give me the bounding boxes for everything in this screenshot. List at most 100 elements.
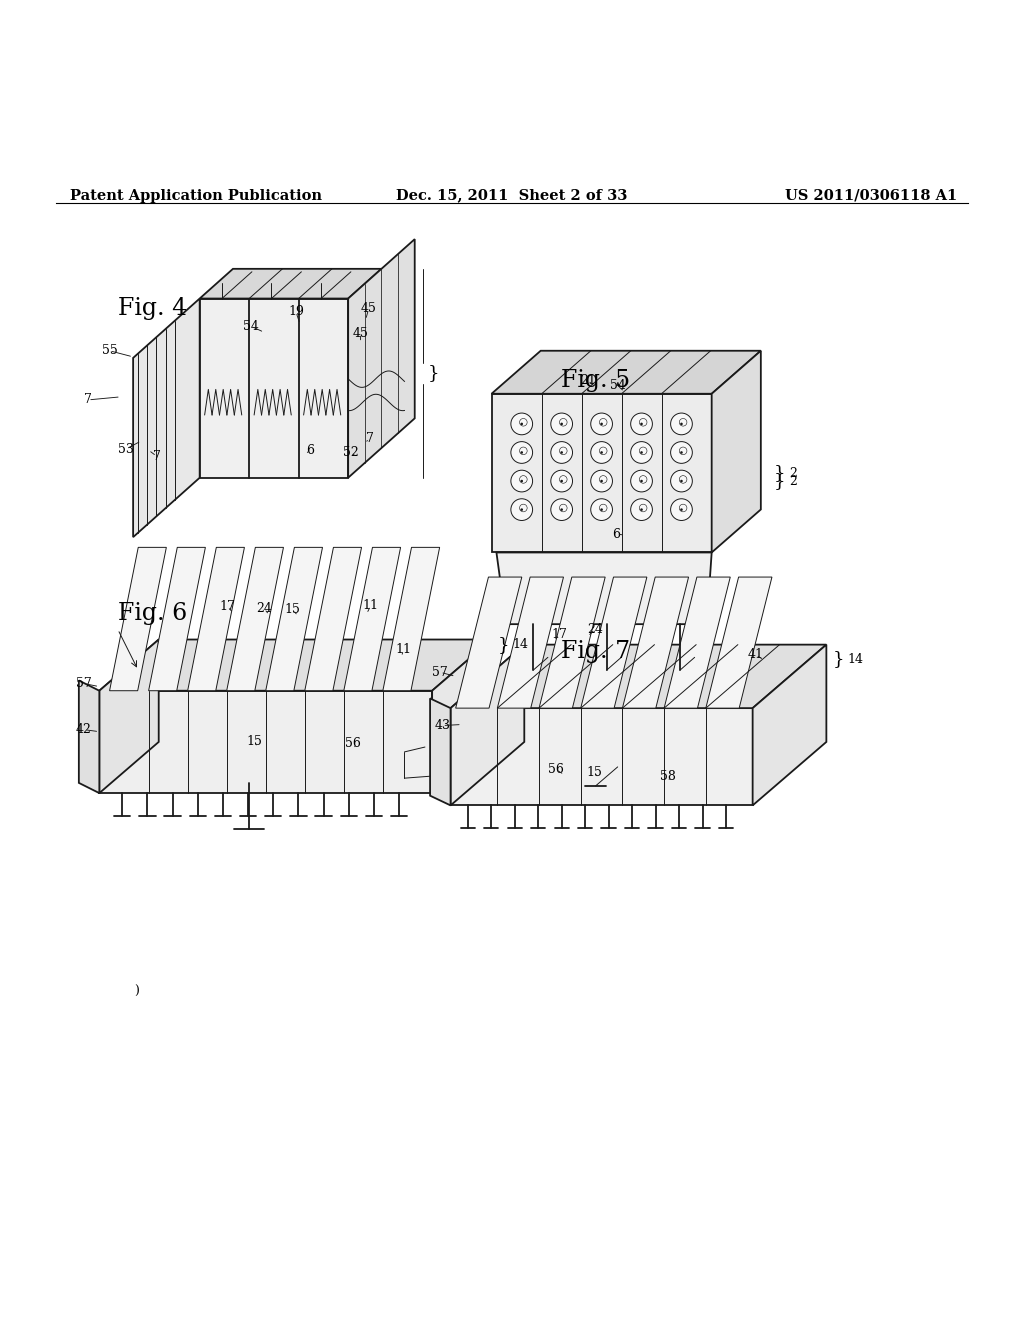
Circle shape [560,479,563,482]
Polygon shape [497,553,712,624]
Circle shape [600,508,603,511]
Polygon shape [344,548,400,690]
Circle shape [640,508,643,511]
Text: 57: 57 [432,665,449,678]
Polygon shape [623,577,688,708]
Circle shape [640,479,643,482]
Circle shape [551,413,572,434]
Circle shape [551,499,572,520]
Circle shape [520,479,523,482]
Polygon shape [148,548,206,690]
Circle shape [680,508,683,511]
Text: 54: 54 [609,379,626,392]
Text: Fig. 7: Fig. 7 [561,640,631,663]
Text: 14: 14 [512,638,528,651]
Polygon shape [539,577,605,708]
Circle shape [671,442,692,463]
Polygon shape [305,548,361,690]
Circle shape [631,442,652,463]
Polygon shape [187,548,245,690]
Polygon shape [581,577,647,708]
Circle shape [631,413,652,434]
Text: Fig. 5: Fig. 5 [561,368,631,392]
Polygon shape [200,269,381,298]
Text: 7: 7 [153,450,161,463]
Text: 24: 24 [256,602,272,615]
Text: 45: 45 [352,327,369,339]
Text: 41: 41 [748,648,764,661]
Text: }: } [498,636,509,653]
Polygon shape [492,393,712,553]
Circle shape [640,422,643,425]
Circle shape [511,470,532,492]
Polygon shape [706,577,772,708]
Text: 45: 45 [360,302,377,315]
Text: 24: 24 [587,623,603,636]
Text: 7: 7 [366,433,374,445]
Text: 11: 11 [395,643,412,656]
Polygon shape [665,577,730,708]
Circle shape [520,451,523,454]
Circle shape [671,413,692,434]
Polygon shape [498,577,563,708]
Polygon shape [430,698,451,805]
Polygon shape [133,298,200,537]
Text: 52: 52 [343,446,359,458]
Text: 57: 57 [76,677,92,690]
Polygon shape [383,548,439,690]
Text: 2: 2 [790,475,798,487]
Circle shape [520,508,523,511]
Text: }: } [774,473,785,490]
Circle shape [600,479,603,482]
Text: Fig. 6: Fig. 6 [118,602,187,626]
Polygon shape [451,644,826,708]
Text: }: } [428,364,439,383]
Text: 53: 53 [118,442,134,455]
Text: 15: 15 [285,603,301,616]
Circle shape [560,422,563,425]
Circle shape [631,499,652,520]
Polygon shape [266,548,323,690]
Polygon shape [79,681,99,793]
Text: 11: 11 [362,599,379,612]
Polygon shape [451,708,753,805]
Text: 6: 6 [612,528,621,541]
Circle shape [511,499,532,520]
Text: US 2011/0306118 A1: US 2011/0306118 A1 [785,189,957,202]
Circle shape [560,508,563,511]
Circle shape [560,451,563,454]
Text: 7: 7 [84,393,92,407]
Text: 54: 54 [243,319,259,333]
Text: 19: 19 [288,305,304,318]
Circle shape [591,499,612,520]
Polygon shape [712,351,761,553]
Text: 6: 6 [306,444,314,457]
Polygon shape [348,239,415,478]
Circle shape [551,442,572,463]
Circle shape [640,451,643,454]
Polygon shape [492,351,761,393]
Text: }: } [833,651,844,668]
Circle shape [680,422,683,425]
Polygon shape [432,639,492,793]
Polygon shape [99,639,492,690]
Circle shape [591,413,612,434]
Circle shape [600,422,603,425]
Circle shape [680,451,683,454]
Text: 42: 42 [76,723,92,737]
Polygon shape [99,690,432,793]
Circle shape [551,470,572,492]
Circle shape [631,470,652,492]
Circle shape [520,422,523,425]
Text: 21: 21 [580,374,596,387]
Polygon shape [451,644,524,805]
Text: }: } [774,465,785,482]
Circle shape [671,470,692,492]
Polygon shape [226,548,284,690]
Circle shape [511,442,532,463]
Circle shape [511,413,532,434]
Text: 2: 2 [790,467,798,479]
Circle shape [680,479,683,482]
Text: Patent Application Publication: Patent Application Publication [70,189,322,202]
Circle shape [591,470,612,492]
